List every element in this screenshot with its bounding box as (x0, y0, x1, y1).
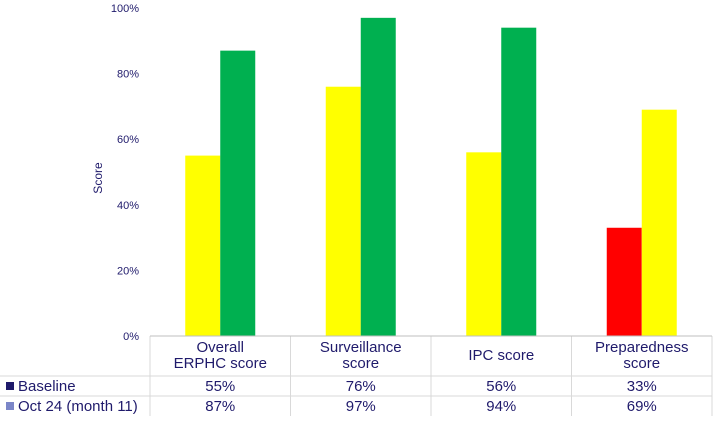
bar-baseline-0 (185, 155, 221, 336)
y-axis-label: Score (91, 162, 105, 194)
data-label: 87% (205, 398, 235, 415)
data-label: 56% (486, 378, 516, 395)
bar-baseline-3 (606, 227, 642, 336)
data-label: 97% (346, 398, 376, 415)
y-tick-label: 100% (111, 3, 139, 15)
bar-oct-24-month-11--2 (501, 27, 537, 337)
data-label: 55% (205, 378, 235, 395)
bar-baseline-2 (466, 152, 502, 336)
bar-oct-24-month-11--1 (360, 17, 396, 337)
legend-swatch (6, 382, 14, 390)
category-label: Overall (196, 339, 244, 356)
data-label: 76% (346, 378, 376, 395)
bar-oct-24-month-11--0 (220, 50, 256, 336)
y-tick-label: 20% (117, 265, 139, 277)
data-label: 33% (627, 378, 657, 395)
bars (185, 17, 677, 337)
legend-label: Baseline (18, 378, 76, 395)
data-label: 69% (627, 398, 657, 415)
bar-oct-24-month-11--3 (641, 109, 677, 337)
data-label: 94% (486, 398, 516, 415)
y-tick-label: 40% (117, 200, 139, 212)
y-axis-ticks: 0% 20% 40% 60% 80% 100% (111, 3, 139, 343)
bar-baseline-1 (325, 86, 361, 336)
category-label: IPC score (468, 347, 534, 364)
category-label: Surveillance (320, 339, 402, 356)
category-label: ERPHC score (174, 355, 267, 372)
y-tick-label: 80% (117, 69, 139, 81)
legend-label: Oct 24 (month 11) (18, 398, 138, 415)
category-label: score (342, 355, 379, 372)
legend-swatch (6, 402, 14, 410)
category-label: score (623, 355, 660, 372)
y-tick-label: 0% (123, 331, 139, 343)
category-label: Preparedness (595, 339, 688, 356)
y-tick-label: 60% (117, 134, 139, 146)
